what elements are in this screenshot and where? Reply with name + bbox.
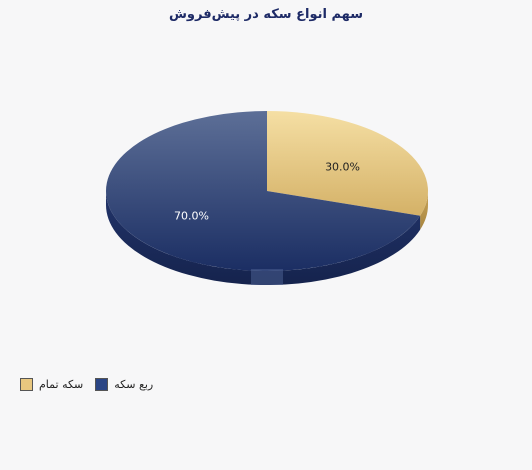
legend: سکه تمام ربع سکه (20, 378, 165, 391)
pie-slice-full-coin-side (420, 191, 428, 230)
pie-highlight-band (251, 269, 283, 285)
legend-item-quarter-coin[interactable]: ربع سکه (95, 378, 153, 391)
legend-swatch-quarter-coin (95, 378, 109, 391)
legend-swatch-full-coin (20, 378, 33, 391)
pie-slice-quarter-coin[interactable] (105, 111, 421, 271)
legend-label-full-coin: سکه تمام (39, 378, 84, 391)
data-label-full-coin: 30.0% (325, 161, 360, 174)
legend-item-full-coin[interactable]: سکه تمام (20, 378, 83, 391)
legend-label-quarter-coin: ربع سکه (114, 378, 154, 391)
data-label-quarter-coin: 70.0% (174, 209, 209, 222)
pie-slice-quarter-coin-side (106, 191, 421, 286)
pie-slice-full-coin[interactable] (267, 111, 428, 216)
chart-title: سهم انواع سکه در پیش‌فروش (168, 7, 364, 22)
